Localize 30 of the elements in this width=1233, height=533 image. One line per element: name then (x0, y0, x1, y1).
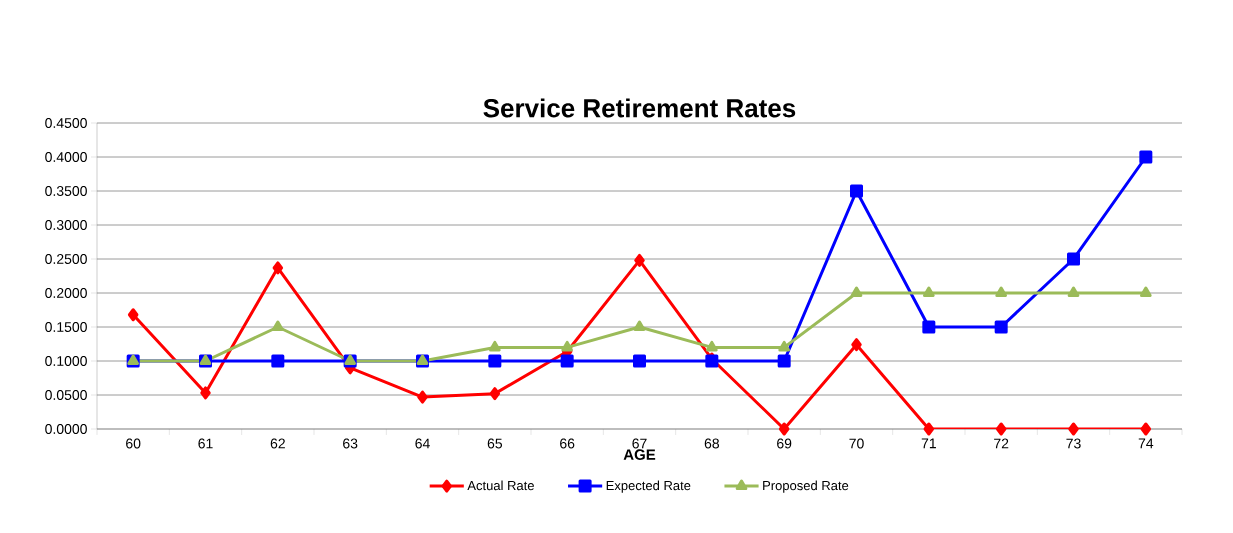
x-tick-label: 70 (849, 438, 864, 449)
y-tick-label: 0.0500 (45, 390, 87, 400)
y-tick-label: 0.2500 (45, 254, 87, 264)
legend-label: Actual Rate (467, 480, 534, 491)
chart-title: Service Retirement Rates (483, 98, 796, 118)
x-tick-label: 62 (270, 438, 285, 449)
x-tick-label: 61 (198, 438, 213, 449)
y-tick-label: 0.0000 (45, 424, 87, 434)
x-tick-label: 63 (343, 438, 358, 449)
x-tick-label: 67 (632, 438, 647, 449)
y-tick-label: 0.1500 (45, 322, 87, 332)
x-tick-label: 68 (704, 438, 720, 449)
x-tick-label: 72 (994, 438, 1009, 449)
y-tick-label: 0.3500 (45, 186, 87, 196)
x-tick-label: 73 (1066, 438, 1081, 449)
x-tick-label: 69 (777, 438, 792, 449)
y-tick-label: 0.4000 (45, 152, 87, 162)
x-tick-label: 66 (560, 438, 575, 449)
legend-label: Proposed Rate (763, 480, 849, 493)
x-tick-label: 71 (921, 438, 936, 449)
y-tick-label: 0.4500 (45, 118, 87, 128)
y-tick-label: 0.1000 (45, 356, 87, 366)
x-axis-title: AGE (623, 449, 656, 460)
y-tick-label: 0.2000 (45, 288, 87, 298)
x-tick-label: 60 (126, 438, 141, 449)
y-tick-label: 0.3000 (45, 220, 87, 230)
legend-label: Expected Rate (606, 480, 691, 493)
x-tick-label: 74 (1138, 438, 1154, 449)
x-tick-label: 65 (487, 438, 503, 449)
x-tick-label: 64 (415, 438, 430, 449)
